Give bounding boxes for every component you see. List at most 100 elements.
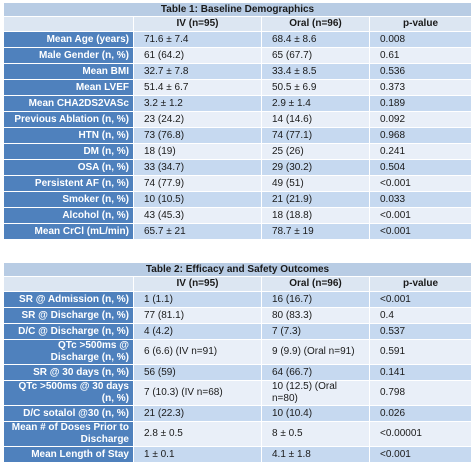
value-cell: 0.373 — [368, 79, 473, 96]
value-cell: 0.189 — [368, 95, 473, 112]
row-label: Male Gender (n, %) — [3, 47, 134, 64]
table-title: Table 1: Baseline Demographics — [2, 2, 473, 17]
value-cell: 61 (64.2) — [133, 47, 262, 64]
value-cell: 21 (21.9) — [261, 191, 370, 208]
row-label: Mean Length of Stay — [3, 446, 134, 463]
header-cell: IV (n=95) — [133, 16, 262, 32]
row-label: Alcohol (n, %) — [3, 207, 134, 224]
table-row: SR @ 30 days (n, %) 56 (59) 64 (66.7) 0.141 — [3, 364, 473, 381]
table-row: D/C sotalol @30 (n, %) 21 (22.3) 10 (10.4)… — [3, 405, 473, 422]
value-cell: 18 (18.8) — [261, 207, 370, 224]
value-cell: 4 (4.2) — [133, 323, 262, 340]
row-label: Mean Age (years) — [3, 31, 134, 48]
value-cell: <0.00001 — [368, 421, 473, 447]
value-cell: <0.001 — [368, 223, 473, 240]
value-cell: 10 (10.5) — [133, 191, 262, 208]
value-cell: <0.001 — [368, 175, 473, 192]
value-cell: 9 (9.9) (Oral n=91) — [261, 339, 370, 365]
table-row: Alcohol (n, %) 43 (45.3) 18 (18.8) <0.001 — [3, 207, 473, 224]
value-cell: 1 (1.1) — [133, 291, 262, 308]
row-label: Smoker (n, %) — [3, 191, 134, 208]
value-cell: 74 (77.1) — [261, 127, 370, 144]
value-cell: <0.001 — [368, 291, 473, 308]
value-cell: 65 (67.7) — [261, 47, 370, 64]
value-cell: 0.591 — [368, 339, 473, 365]
row-label: Mean CHA2DS2VASc — [3, 95, 134, 112]
header-cell — [3, 276, 134, 292]
value-cell: <0.001 — [368, 207, 473, 224]
table-row: Previous Ablation (n, %) 23 (24.2) 14 (14.… — [3, 111, 473, 128]
table-row: Persistent AF (n, %) 74 (77.9) 49 (51) <0.0… — [3, 175, 473, 192]
row-label: QTc >500ms @ 30 days (n, %) — [3, 380, 134, 406]
value-cell: 0.504 — [368, 159, 473, 176]
value-cell: 0.968 — [368, 127, 473, 144]
row-label: Mean LVEF — [3, 79, 134, 96]
table-row: Mean CrCl (mL/min) 65.7 ± 21 78.7 ± 19 <0.0… — [3, 223, 473, 240]
value-cell: 29 (30.2) — [261, 159, 370, 176]
row-label: Mean BMI — [3, 63, 134, 80]
table-row: QTc >500ms @ Discharge (n, %) 6 (6.6) (IV… — [3, 339, 473, 365]
value-cell: 74 (77.9) — [133, 175, 262, 192]
row-label: HTN (n, %) — [3, 127, 134, 144]
value-cell: 2.9 ± 1.4 — [261, 95, 370, 112]
row-label: D/C @ Discharge (n, %) — [3, 323, 134, 340]
value-cell: 78.7 ± 19 — [261, 223, 370, 240]
value-cell: 1 ± 0.1 — [133, 446, 262, 463]
value-cell: 10 (12.5) (Oral n=80) — [261, 380, 370, 406]
row-label: QTc >500ms @ Discharge (n, %) — [3, 339, 134, 365]
header-cell: Oral (n=96) — [261, 276, 370, 292]
title-row: Table 1: Baseline Demographics — [2, 2, 473, 17]
value-cell: 0.092 — [368, 111, 473, 128]
value-cell: 65.7 ± 21 — [133, 223, 262, 240]
value-cell: 56 (59) — [133, 364, 262, 381]
value-cell: 73 (76.8) — [133, 127, 262, 144]
value-cell: 6 (6.6) (IV n=91) — [133, 339, 262, 365]
value-cell: 0.241 — [368, 143, 473, 160]
value-cell: 64 (66.7) — [261, 364, 370, 381]
value-cell: 0.537 — [368, 323, 473, 340]
row-label: SR @ Admission (n, %) — [3, 291, 134, 308]
table-row: Mean Age (years) 71.6 ± 7.4 68.4 ± 8.6 0.00… — [3, 31, 473, 48]
table-row: QTc >500ms @ 30 days (n, %) 7 (10.3) (IV … — [3, 380, 473, 406]
value-cell: 68.4 ± 8.6 — [261, 31, 370, 48]
header-row: IV (n=95) Oral (n=96) p-value — [3, 276, 473, 292]
row-label: SR @ 30 days (n, %) — [3, 364, 134, 381]
table-row: Mean BMI 32.7 ± 7.8 33.4 ± 8.5 0.536 — [3, 63, 473, 80]
value-cell: 2.8 ± 0.5 — [133, 421, 262, 447]
table-title: Table 2: Efficacy and Safety Outcomes — [2, 262, 473, 277]
header-row: IV (n=95) Oral (n=96) p-value — [3, 16, 473, 32]
table-row: Mean CHA2DS2VASc 3.2 ± 1.2 2.9 ± 1.4 0.189 — [3, 95, 473, 112]
value-cell: 51.4 ± 6.7 — [133, 79, 262, 96]
table-row: OSA (n, %) 33 (34.7) 29 (30.2) 0.504 — [3, 159, 473, 176]
value-cell: 0.026 — [368, 405, 473, 422]
row-label: Mean CrCl (mL/min) — [3, 223, 134, 240]
title-row: Table 2: Efficacy and Safety Outcomes — [2, 262, 473, 277]
table-row: Male Gender (n, %) 61 (64.2) 65 (67.7) 0.61 — [3, 47, 473, 64]
value-cell: 0.61 — [368, 47, 473, 64]
header-cell: Oral (n=96) — [261, 16, 370, 32]
value-cell: 25 (26) — [261, 143, 370, 160]
value-cell: 33 (34.7) — [133, 159, 262, 176]
value-cell: 0.141 — [368, 364, 473, 381]
value-cell: 71.6 ± 7.4 — [133, 31, 262, 48]
row-label: Previous Ablation (n, %) — [3, 111, 134, 128]
row-label: OSA (n, %) — [3, 159, 134, 176]
value-cell: <0.001 — [368, 446, 473, 463]
header-cell: p-value — [368, 276, 473, 292]
value-cell: 33.4 ± 8.5 — [261, 63, 370, 80]
value-cell: 7 (7.3) — [261, 323, 370, 340]
value-cell: 14 (14.6) — [261, 111, 370, 128]
row-label: D/C sotalol @30 (n, %) — [3, 405, 134, 422]
table-row: HTN (n, %) 73 (76.8) 74 (77.1) 0.968 — [3, 127, 473, 144]
table-row: D/C @ Discharge (n, %) 4 (4.2) 7 (7.3) 0.53… — [3, 323, 473, 340]
value-cell: 43 (45.3) — [133, 207, 262, 224]
value-cell: 10 (10.4) — [261, 405, 370, 422]
outcomes-table: Table 2: Efficacy and Safety Outcomes IV … — [2, 262, 473, 463]
value-cell: 32.7 ± 7.8 — [133, 63, 262, 80]
value-cell: 77 (81.1) — [133, 307, 262, 324]
header-cell: p-value — [368, 16, 473, 32]
row-label: SR @ Discharge (n, %) — [3, 307, 134, 324]
value-cell: 0.033 — [368, 191, 473, 208]
value-cell: 7 (10.3) (IV n=68) — [133, 380, 262, 406]
